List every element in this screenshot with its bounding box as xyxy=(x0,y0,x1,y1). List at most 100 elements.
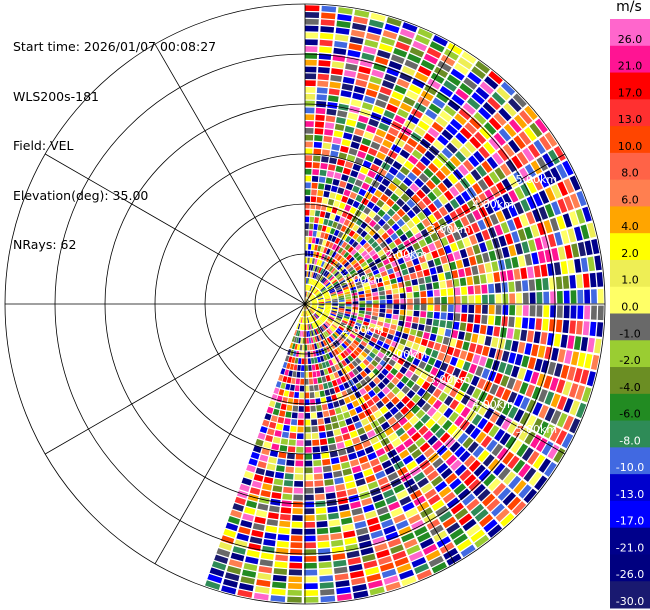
range-gate xyxy=(338,299,345,303)
range-gate xyxy=(306,271,309,277)
range-label: 4.00km xyxy=(472,198,514,211)
range-gate xyxy=(481,160,493,173)
range-gate xyxy=(432,221,441,231)
range-gate xyxy=(325,305,331,307)
range-gate xyxy=(311,432,319,439)
range-gate xyxy=(284,355,290,362)
range-gate xyxy=(338,336,345,342)
range-gate xyxy=(275,381,282,388)
range-gate xyxy=(342,468,352,476)
range-gate xyxy=(314,313,320,318)
range-gate xyxy=(495,182,507,195)
range-gate xyxy=(454,62,469,76)
range-gate xyxy=(427,470,439,482)
ray xyxy=(237,304,305,598)
range-gate xyxy=(366,201,375,210)
range-gate xyxy=(361,52,375,62)
range-gate xyxy=(416,501,430,512)
range-gate xyxy=(417,28,433,40)
range-gate xyxy=(258,496,270,505)
range-gate xyxy=(266,463,276,471)
range-gate xyxy=(511,365,520,378)
range-gate xyxy=(377,249,385,257)
range-gate xyxy=(323,135,333,143)
range-gate xyxy=(319,575,334,582)
range-gate xyxy=(562,213,573,228)
range-gate xyxy=(412,358,421,367)
range-gate xyxy=(514,201,525,215)
colorbar-swatch xyxy=(610,179,650,207)
range-gate xyxy=(391,223,400,232)
range-gate xyxy=(296,446,304,453)
range-gate xyxy=(351,507,363,516)
range-gate xyxy=(483,141,496,155)
range-gate xyxy=(394,84,407,95)
range-gate xyxy=(369,75,382,85)
range-gate xyxy=(414,525,428,537)
range-gate xyxy=(351,465,362,474)
range-gate xyxy=(318,300,325,303)
range-gate xyxy=(309,285,313,292)
range-gate xyxy=(378,266,386,273)
range-gate xyxy=(325,360,331,368)
range-gate xyxy=(308,271,311,278)
range-gate xyxy=(313,280,318,287)
range-gate xyxy=(508,475,522,490)
range-gate xyxy=(343,132,353,140)
range-gate xyxy=(314,272,318,279)
range-gate xyxy=(345,338,352,345)
range-gate xyxy=(368,326,375,333)
range-gate xyxy=(334,339,341,346)
range-gate xyxy=(442,263,450,272)
range-gate xyxy=(335,27,350,35)
range-gate xyxy=(437,60,452,73)
range-gate xyxy=(447,288,454,296)
range-gate xyxy=(308,337,312,344)
range-gate xyxy=(475,365,484,377)
range-gate xyxy=(534,118,548,134)
range-gate xyxy=(307,317,310,323)
range-gate xyxy=(553,333,562,347)
range-gate xyxy=(305,148,313,155)
range-gate xyxy=(355,382,363,390)
range-gate xyxy=(348,563,363,572)
range-gate xyxy=(209,567,225,578)
range-gate xyxy=(427,395,437,406)
range-gate xyxy=(378,43,393,53)
range-gate xyxy=(338,266,345,273)
range-gate xyxy=(248,458,258,467)
ray xyxy=(305,5,337,304)
range-gate xyxy=(443,48,459,61)
range-gate xyxy=(347,112,359,121)
range-gate xyxy=(308,230,313,237)
range-gate xyxy=(443,80,457,92)
range-gate xyxy=(408,550,424,562)
range-gate xyxy=(370,195,379,204)
range-gate xyxy=(310,296,316,301)
range-gate xyxy=(315,507,327,514)
range-label: 2.00km xyxy=(386,348,428,361)
range-gate xyxy=(320,253,326,260)
range-gate xyxy=(308,309,313,315)
range-gate xyxy=(563,398,574,413)
colorbar-swatch xyxy=(610,500,650,529)
range-gate xyxy=(334,271,340,277)
range-gate xyxy=(323,294,330,298)
range-gate xyxy=(339,257,345,264)
range-gate xyxy=(350,249,357,256)
range-gate xyxy=(555,430,568,446)
nrays-text: NRays: 62 xyxy=(13,237,77,252)
range-gate xyxy=(547,332,555,346)
range-gate xyxy=(477,417,488,430)
range-gate xyxy=(360,370,368,378)
range-gate xyxy=(524,343,533,355)
range-gate xyxy=(433,289,440,297)
range-gate xyxy=(302,317,305,324)
range-gate xyxy=(300,372,305,378)
range-gate xyxy=(238,582,254,592)
colorbar-swatch xyxy=(610,233,650,261)
range-gate xyxy=(330,185,338,193)
range-gate xyxy=(370,530,384,539)
range-gate xyxy=(446,142,458,154)
range-gate xyxy=(404,280,412,287)
